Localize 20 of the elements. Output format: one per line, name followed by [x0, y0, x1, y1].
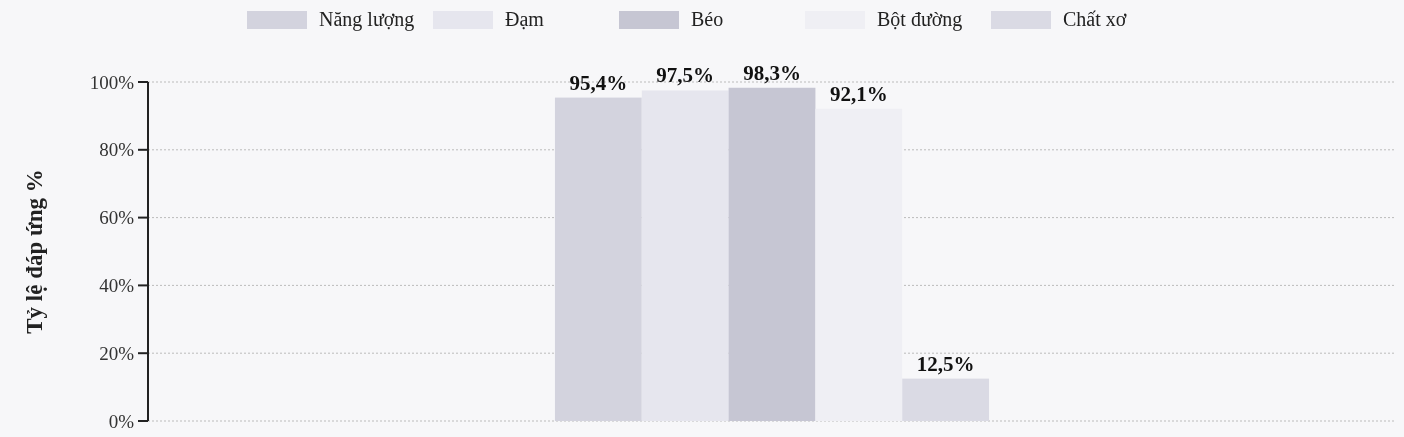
legend-label: Bột đường	[877, 8, 963, 31]
legend-label: Năng lượng	[319, 8, 415, 31]
y-tick-label: 60%	[99, 207, 135, 229]
y-axis-title: Tỷ lệ đáp ứng %	[22, 169, 47, 334]
data-label: 95,4%	[569, 70, 628, 95]
data-label: 98,3%	[743, 60, 801, 85]
legend-label: Đạm	[505, 8, 545, 30]
data-label: 97,5%	[656, 63, 715, 88]
legend-label: Chất xơ	[1063, 8, 1127, 30]
y-tick-label: 0%	[108, 410, 135, 432]
data-label: 92,1%	[829, 81, 888, 106]
data-label: 12,5%	[916, 351, 975, 376]
bar	[641, 90, 729, 421]
y-tick-label: 100%	[89, 71, 135, 93]
y-tick-label: 40%	[99, 275, 135, 297]
bar	[554, 97, 642, 421]
bar	[902, 378, 990, 421]
y-tick-label: 20%	[99, 342, 135, 364]
y-tick-label: 80%	[99, 139, 135, 161]
legend-label: Béo	[691, 8, 724, 30]
